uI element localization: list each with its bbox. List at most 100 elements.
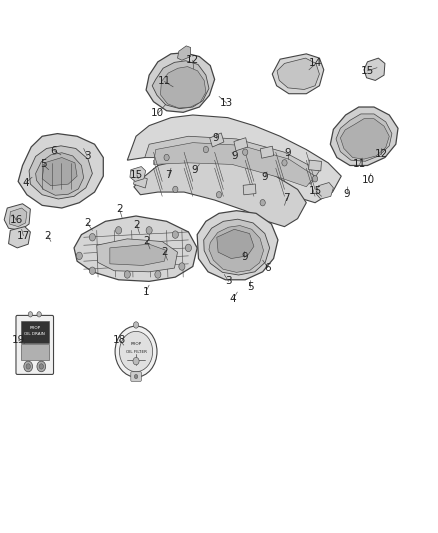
Text: 2: 2 — [84, 218, 91, 228]
Text: 2: 2 — [144, 236, 150, 246]
Text: 3: 3 — [225, 277, 232, 286]
Circle shape — [124, 271, 131, 278]
Text: OIL DRAIN: OIL DRAIN — [25, 332, 45, 336]
Polygon shape — [146, 53, 215, 112]
Text: 6: 6 — [51, 146, 57, 156]
Polygon shape — [336, 114, 392, 161]
Polygon shape — [364, 58, 385, 80]
Circle shape — [312, 175, 318, 182]
Text: 9: 9 — [192, 165, 198, 175]
Circle shape — [89, 233, 95, 241]
Circle shape — [185, 244, 191, 252]
Polygon shape — [29, 146, 92, 199]
Circle shape — [37, 312, 41, 317]
Circle shape — [133, 358, 139, 365]
Polygon shape — [9, 227, 30, 248]
Circle shape — [134, 322, 139, 328]
Text: 10: 10 — [362, 175, 375, 185]
Polygon shape — [330, 107, 398, 165]
Text: 4: 4 — [23, 177, 29, 188]
Polygon shape — [97, 239, 177, 272]
Circle shape — [260, 199, 265, 206]
Polygon shape — [160, 67, 206, 108]
Polygon shape — [152, 61, 209, 109]
Polygon shape — [145, 136, 319, 184]
Polygon shape — [18, 134, 103, 208]
Text: 1: 1 — [142, 287, 149, 297]
Polygon shape — [153, 143, 315, 187]
Text: 2: 2 — [161, 247, 168, 256]
Text: 9: 9 — [344, 189, 350, 199]
Polygon shape — [42, 158, 77, 185]
Circle shape — [120, 332, 152, 372]
Circle shape — [203, 147, 208, 153]
Polygon shape — [74, 216, 197, 281]
Circle shape — [173, 186, 178, 192]
Polygon shape — [127, 115, 341, 203]
Polygon shape — [316, 182, 333, 199]
Text: 17: 17 — [17, 231, 30, 241]
Circle shape — [172, 231, 178, 238]
Circle shape — [282, 160, 287, 166]
Text: 2: 2 — [45, 231, 51, 241]
Polygon shape — [309, 160, 321, 171]
Polygon shape — [4, 204, 30, 230]
Polygon shape — [204, 219, 270, 275]
Polygon shape — [177, 46, 191, 60]
Text: 9: 9 — [241, 252, 247, 262]
Circle shape — [179, 263, 185, 270]
Polygon shape — [130, 166, 146, 181]
Polygon shape — [134, 175, 147, 188]
Polygon shape — [243, 184, 256, 195]
FancyBboxPatch shape — [131, 372, 141, 381]
Bar — [21, 321, 49, 343]
Text: 11: 11 — [353, 159, 366, 169]
Circle shape — [134, 374, 138, 378]
Text: 15: 15 — [309, 186, 322, 196]
Text: 12: 12 — [186, 55, 199, 65]
Text: 7: 7 — [283, 193, 290, 204]
Text: 9: 9 — [231, 151, 237, 161]
Text: 19: 19 — [11, 335, 25, 345]
Polygon shape — [110, 244, 166, 265]
Polygon shape — [272, 54, 324, 94]
Text: 9: 9 — [285, 148, 291, 158]
Text: 9: 9 — [261, 172, 268, 182]
Text: 12: 12 — [375, 149, 388, 159]
Text: 18: 18 — [113, 335, 126, 345]
Circle shape — [164, 155, 169, 161]
Circle shape — [115, 326, 157, 377]
Text: 16: 16 — [9, 215, 23, 225]
Text: 11: 11 — [158, 77, 171, 86]
Text: 15: 15 — [130, 170, 144, 180]
Circle shape — [76, 252, 82, 260]
Text: OIL FILTER: OIL FILTER — [126, 350, 147, 353]
Text: 4: 4 — [230, 294, 236, 304]
Text: 6: 6 — [265, 263, 271, 272]
Circle shape — [26, 364, 30, 369]
FancyBboxPatch shape — [16, 316, 53, 374]
Circle shape — [243, 149, 248, 156]
Text: 15: 15 — [361, 66, 374, 76]
Polygon shape — [35, 153, 84, 195]
Text: 2: 2 — [116, 204, 123, 214]
Polygon shape — [209, 225, 264, 272]
Circle shape — [28, 312, 32, 317]
Circle shape — [39, 364, 43, 369]
Polygon shape — [340, 119, 389, 159]
Polygon shape — [197, 211, 278, 280]
Text: 13: 13 — [220, 98, 233, 108]
Circle shape — [216, 191, 222, 198]
Bar — [21, 344, 49, 360]
Polygon shape — [217, 229, 254, 259]
Circle shape — [155, 271, 161, 278]
Text: 2: 2 — [134, 220, 140, 230]
Text: PROP: PROP — [131, 342, 141, 345]
Text: 5: 5 — [40, 159, 46, 169]
Text: 14: 14 — [309, 59, 322, 68]
Text: PROP: PROP — [29, 326, 40, 329]
Text: 5: 5 — [247, 282, 254, 292]
Circle shape — [116, 227, 122, 234]
Polygon shape — [234, 138, 248, 151]
Polygon shape — [134, 160, 306, 227]
